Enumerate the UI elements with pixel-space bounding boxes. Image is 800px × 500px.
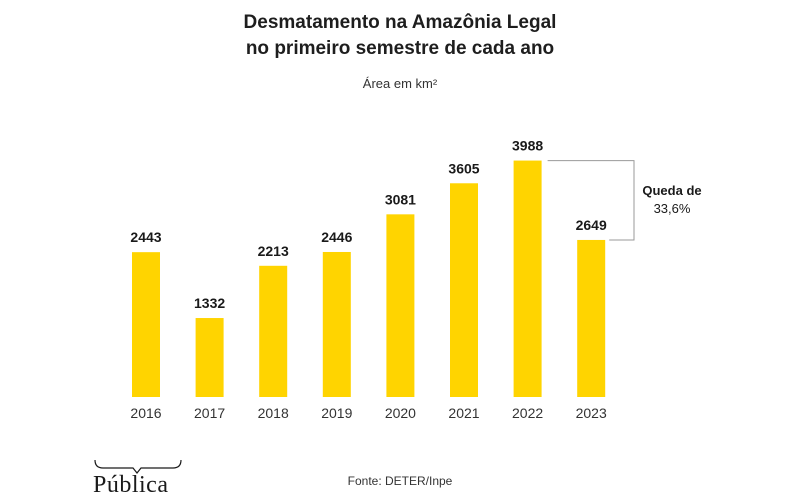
publica-logo: Pública xyxy=(93,458,185,500)
value-label-2016: 2443 xyxy=(130,229,161,245)
bar-2016 xyxy=(132,252,160,397)
chart-title-line-2: no primeiro semestre de cada ano xyxy=(245,38,555,59)
value-label-2019: 2446 xyxy=(321,229,352,245)
value-label-2023: 2649 xyxy=(576,217,607,233)
value-label-2020: 3081 xyxy=(385,191,416,207)
value-label-2018: 2213 xyxy=(258,243,289,259)
annotation-line-2: 33,6% xyxy=(653,201,691,216)
annotation-bracket xyxy=(547,160,635,241)
x-tick-2018: 2018 xyxy=(258,405,289,421)
x-tick-2016: 2016 xyxy=(130,405,161,421)
source-note: Fonte: DETER/Inpe xyxy=(347,474,453,488)
speech-bubble-icon xyxy=(94,459,182,474)
value-label-2022: 3988 xyxy=(512,138,543,154)
x-tick-2020: 2020 xyxy=(385,405,416,421)
chart-subtitle: Área em km² xyxy=(362,76,438,91)
x-tick-2019: 2019 xyxy=(321,405,352,421)
logo-text: Pública xyxy=(93,472,169,498)
bar-2017 xyxy=(195,318,224,397)
bar-2022 xyxy=(513,160,542,397)
value-label-2017: 1332 xyxy=(194,295,225,311)
bar-2019 xyxy=(322,251,351,397)
bar-2020 xyxy=(386,214,415,397)
x-tick-2023: 2023 xyxy=(576,405,607,421)
x-tick-2021: 2021 xyxy=(448,405,479,421)
annotation-line-1: Queda de xyxy=(642,183,702,198)
annotation-text: Queda de 33,6% xyxy=(632,182,712,218)
bar-2023 xyxy=(577,239,606,397)
bar-2021 xyxy=(450,183,478,397)
value-label-2021: 3605 xyxy=(448,160,479,176)
chart-title-line-1: Desmatamento na Amazônia Legal xyxy=(243,12,557,33)
x-tick-2017: 2017 xyxy=(194,405,225,421)
x-tick-2022: 2022 xyxy=(512,405,543,421)
bar-2018 xyxy=(259,265,288,397)
